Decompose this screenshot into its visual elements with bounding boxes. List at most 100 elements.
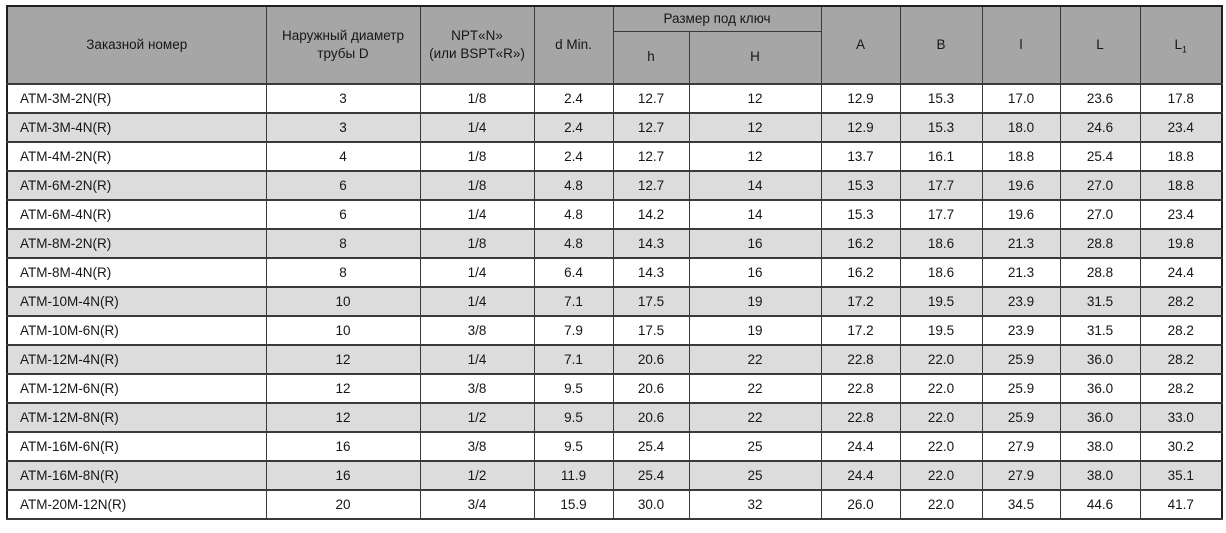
cell-l-small: 18.0 [981, 112, 1061, 143]
cell-l1: 24.4 [1139, 257, 1223, 288]
cell-outer-diameter: 16 [265, 460, 421, 491]
cell-order-number: ATM-6M-4N(R) [6, 199, 267, 230]
cell-order-number: ATM-16M-8N(R) [6, 460, 267, 491]
cell-npt-size: 3/8 [419, 373, 535, 404]
cell-npt-size: 1/8 [419, 228, 535, 259]
cell-d-min: 7.1 [533, 344, 614, 375]
table-row: ATM-4M-2N(R) 4 1/8 2.4 12.7 12 13.7 16.1… [6, 141, 1223, 172]
cell-wrench-h-small: 17.5 [612, 315, 690, 346]
cell-l-big: 44.6 [1059, 489, 1141, 520]
cell-wrench-h-small: 14.3 [612, 228, 690, 259]
cell-wrench-h-big: 16 [688, 228, 822, 259]
cell-wrench-h-small: 12.7 [612, 141, 690, 172]
cell-outer-diameter: 8 [265, 257, 421, 288]
cell-l-small: 34.5 [981, 489, 1061, 520]
cell-npt-size: 3/8 [419, 431, 535, 462]
table-row: ATM-6M-4N(R) 6 1/4 4.8 14.2 14 15.3 17.7… [6, 199, 1223, 230]
cell-npt-size: 1/8 [419, 141, 535, 172]
cell-d-min: 9.5 [533, 431, 614, 462]
col-header-l-big: L [1059, 5, 1141, 85]
cell-a: 24.4 [820, 431, 901, 462]
cell-wrench-h-big: 14 [688, 199, 822, 230]
cell-npt-size: 1/4 [419, 286, 535, 317]
cell-l-small: 21.3 [981, 228, 1061, 259]
col-header-npt-bspt: NPT«N» (или BSPT«R») [419, 5, 535, 85]
cell-order-number: ATM-12M-6N(R) [6, 373, 267, 404]
cell-l1: 35.1 [1139, 460, 1223, 491]
cell-npt-size: 1/2 [419, 402, 535, 433]
cell-wrench-h-small: 20.6 [612, 344, 690, 375]
col-header-outer-diameter-line1: Наружный диаметр [282, 27, 404, 43]
table-row: ATM-20M-12N(R) 20 3/4 15.9 30.0 32 26.0 … [6, 489, 1223, 520]
cell-l-small: 18.8 [981, 141, 1061, 172]
cell-wrench-h-small: 12.7 [612, 83, 690, 114]
cell-d-min: 11.9 [533, 460, 614, 491]
cell-outer-diameter: 12 [265, 402, 421, 433]
cell-l-big: 24.6 [1059, 112, 1141, 143]
cell-wrench-h-big: 12 [688, 112, 822, 143]
cell-a: 13.7 [820, 141, 901, 172]
cell-l-small: 27.9 [981, 431, 1061, 462]
cell-npt-size: 1/4 [419, 344, 535, 375]
cell-wrench-h-big: 25 [688, 460, 822, 491]
cell-outer-diameter: 10 [265, 286, 421, 317]
cell-npt-size: 1/2 [419, 460, 535, 491]
cell-outer-diameter: 3 [265, 112, 421, 143]
cell-wrench-h-small: 14.3 [612, 257, 690, 288]
header-row-top: Заказной номер Наружный диаметр трубы D … [6, 5, 1223, 85]
cell-wrench-h-small: 20.6 [612, 373, 690, 404]
cell-b: 18.6 [899, 257, 983, 288]
table-row: ATM-16M-6N(R) 16 3/8 9.5 25.4 25 24.4 22… [6, 431, 1223, 462]
cell-wrench-h-small: 20.6 [612, 402, 690, 433]
col-header-outer-diameter: Наружный диаметр трубы D [265, 5, 421, 85]
cell-outer-diameter: 16 [265, 431, 421, 462]
table-body: ATM-3M-2N(R) 3 1/8 2.4 12.7 12 12.9 15.3… [6, 83, 1223, 520]
col-header-npt-line2: (или BSPT«R») [429, 46, 525, 61]
col-header-l1-subscript: 1 [1182, 44, 1188, 55]
col-header-outer-diameter-line2: трубы D [317, 46, 369, 61]
cell-d-min: 2.4 [533, 141, 614, 172]
cell-b: 15.3 [899, 83, 983, 114]
table-row: ATM-16M-8N(R) 16 1/2 11.9 25.4 25 24.4 2… [6, 460, 1223, 491]
cell-npt-size: 1/8 [419, 170, 535, 201]
cell-l-small: 27.9 [981, 460, 1061, 491]
cell-l-big: 31.5 [1059, 315, 1141, 346]
cell-d-min: 15.9 [533, 489, 614, 520]
table-row: ATM-10M-6N(R) 10 3/8 7.9 17.5 19 17.2 19… [6, 315, 1223, 346]
col-header-order-number: Заказной номер [6, 5, 267, 85]
cell-l-small: 23.9 [981, 286, 1061, 317]
cell-l-small: 21.3 [981, 257, 1061, 288]
table-row: ATM-6M-2N(R) 6 1/8 4.8 12.7 14 15.3 17.7… [6, 170, 1223, 201]
cell-a: 22.8 [820, 402, 901, 433]
cell-l-small: 19.6 [981, 170, 1061, 201]
col-header-a: A [820, 5, 901, 85]
cell-a: 17.2 [820, 286, 901, 317]
cell-wrench-h-big: 25 [688, 431, 822, 462]
col-header-wrench-size-group: Размер под ключ [612, 5, 822, 32]
cell-l-big: 36.0 [1059, 344, 1141, 375]
cell-wrench-h-big: 12 [688, 141, 822, 172]
cell-l-big: 23.6 [1059, 83, 1141, 114]
cell-wrench-h-small: 17.5 [612, 286, 690, 317]
cell-l1: 30.2 [1139, 431, 1223, 462]
cell-npt-size: 1/4 [419, 199, 535, 230]
cell-outer-diameter: 4 [265, 141, 421, 172]
cell-d-min: 4.8 [533, 170, 614, 201]
cell-l-small: 17.0 [981, 83, 1061, 114]
cell-a: 26.0 [820, 489, 901, 520]
cell-b: 22.0 [899, 460, 983, 491]
cell-d-min: 7.9 [533, 315, 614, 346]
cell-l1: 41.7 [1139, 489, 1223, 520]
cell-l1: 28.2 [1139, 315, 1223, 346]
cell-outer-diameter: 12 [265, 344, 421, 375]
cell-l1: 19.8 [1139, 228, 1223, 259]
cell-order-number: ATM-3M-4N(R) [6, 112, 267, 143]
cell-a: 15.3 [820, 170, 901, 201]
cell-a: 12.9 [820, 112, 901, 143]
cell-b: 22.0 [899, 344, 983, 375]
cell-outer-diameter: 6 [265, 170, 421, 201]
cell-l-small: 25.9 [981, 402, 1061, 433]
cell-d-min: 6.4 [533, 257, 614, 288]
cell-l-small: 25.9 [981, 373, 1061, 404]
cell-wrench-h-big: 22 [688, 402, 822, 433]
